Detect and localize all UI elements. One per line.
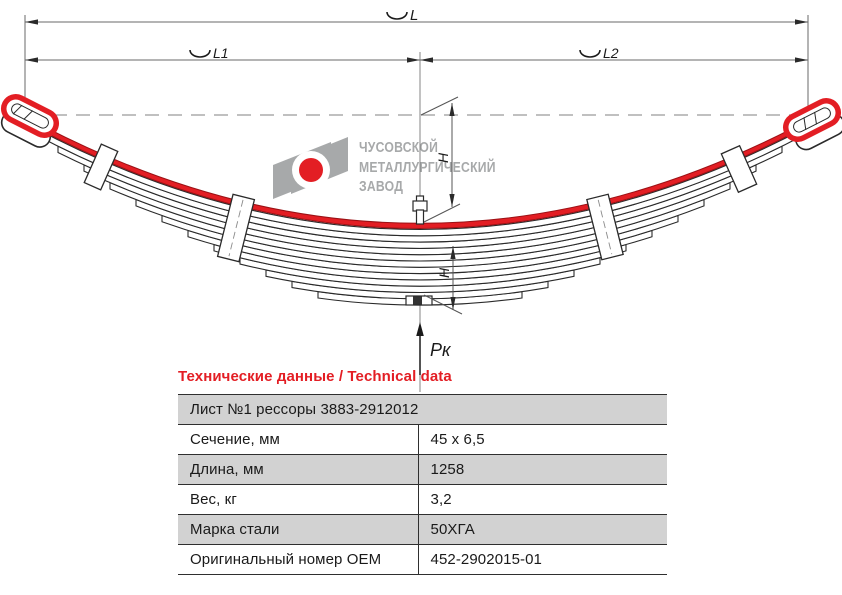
param-value: 50ХГА: [417, 514, 667, 545]
param-value: 45 x 6,5: [417, 424, 667, 455]
param-label: Длина, мм: [178, 454, 418, 485]
param-value: 452-2902015-01: [417, 544, 667, 575]
leaf-band: [317, 291, 523, 306]
table-row: Сечение, мм 45 x 6,5: [178, 424, 667, 455]
dimension-L: L: [25, 7, 808, 25]
leaf-band: [135, 198, 705, 262]
logo-line-3: ЗАВОД: [359, 179, 404, 195]
dimension-H-lower: H: [423, 246, 463, 315]
leaf-band: [265, 269, 575, 294]
leaf-band: [161, 214, 679, 268]
leaf-spring-drawing: L L1 L2: [0, 7, 842, 392]
manufacturer-logo-icon: [273, 137, 348, 199]
center-bolt-nut: [405, 295, 433, 306]
leaf-band: [291, 280, 549, 300]
param-value: 1258: [417, 454, 667, 485]
logo-line-1: ЧУСОВСКОЙ: [359, 140, 439, 156]
dim-label-L2: L2: [603, 45, 619, 61]
logo-line-2: МЕТАЛЛУРГИЧЕСКИЙ: [359, 159, 496, 176]
table-header-cell: Лист №1 рессоры 3883-2912012: [178, 394, 667, 425]
table-title: Технические данные / Technical data: [178, 368, 452, 385]
table-row: Длина, мм 1258: [178, 454, 667, 485]
spring-eye-right: [782, 97, 842, 151]
param-label: Вес, кг: [178, 484, 418, 515]
param-value: 3,2: [417, 484, 667, 515]
dim-label-L: L: [410, 7, 418, 24]
leaf-band: [213, 243, 627, 281]
center-bolt: [412, 195, 428, 225]
dim-label-H-lower: H: [436, 267, 452, 278]
leaf-band: [187, 229, 653, 275]
leaf-band: [239, 257, 601, 287]
arrow-up-icon: [416, 322, 424, 336]
dimension-L2: L2: [420, 45, 808, 63]
arc-length-icon: [386, 11, 408, 20]
param-label: Марка стали: [178, 514, 418, 545]
table-row: Марка стали 50ХГА: [178, 514, 667, 545]
load-label: Pк: [430, 340, 452, 360]
table-row: Лист №1 рессоры 3883-2912012: [178, 394, 667, 425]
table-row: Вес, кг 3,2: [178, 484, 667, 515]
arc-length-icon: [579, 49, 601, 58]
param-label: Оригинальный номер OEM: [178, 544, 418, 575]
spring-eye-left: [0, 93, 60, 148]
technical-data-panel: Технические данные / Technical data Лист…: [178, 368, 667, 575]
dim-label-L1: L1: [213, 45, 229, 61]
param-label: Сечение, мм: [178, 424, 418, 455]
dimension-L1: L1: [25, 45, 420, 63]
technical-data-table: Лист №1 рессоры 3883-2912012 Сечение, мм…: [178, 394, 667, 575]
manufacturer-logo-text: ЧУСОВСКОЙ МЕТАЛЛУРГИЧЕСКИЙ ЗАВОД: [359, 139, 496, 198]
arc-length-icon: [189, 49, 211, 58]
table-row: Оригинальный номер OEM 452-2902015-01: [178, 544, 667, 575]
